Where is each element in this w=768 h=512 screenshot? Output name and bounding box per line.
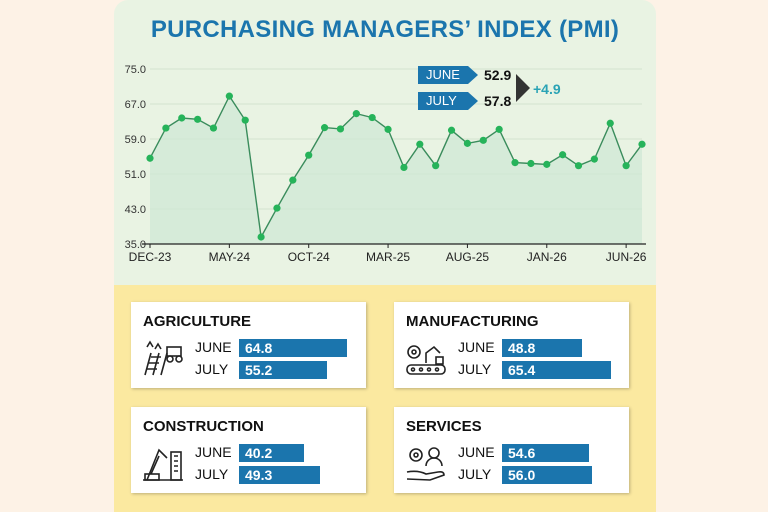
x-tick-label: JUN-26 (606, 250, 647, 264)
y-tick-label: 35.0 (125, 239, 146, 251)
manufacturing-icon (406, 345, 446, 375)
data-point (257, 233, 265, 241)
agriculture-icon (144, 340, 183, 376)
legend-july-arrow (468, 92, 478, 110)
y-tick-label: 43.0 (125, 204, 146, 216)
data-point (241, 116, 249, 124)
data-point (479, 136, 487, 144)
data-point (146, 154, 154, 162)
data-point (622, 162, 630, 170)
june-label: JUNE (195, 339, 232, 355)
data-point (225, 92, 233, 100)
june-label: JUNE (458, 444, 495, 460)
july-label: JULY (458, 361, 492, 377)
data-point (289, 176, 297, 184)
data-point (574, 162, 583, 170)
sector-title: SERVICES (406, 418, 482, 435)
data-point (590, 155, 598, 163)
july-label: JULY (195, 361, 229, 377)
data-point (384, 125, 392, 133)
data-point (305, 151, 313, 159)
july-bar: 56.0 (502, 466, 592, 484)
y-tick-label: 59.0 (125, 134, 146, 146)
data-point (194, 115, 202, 123)
change-value: +4.9 (533, 81, 561, 97)
july-bar: 49.3 (239, 466, 320, 484)
x-tick-label: MAR-25 (366, 250, 410, 264)
data-point (162, 124, 170, 132)
sector-panel-agriculture: AGRICULTURE JUNE 64.8 JULY 55.2 (131, 302, 366, 388)
data-point (638, 140, 646, 148)
y-tick-label: 75.0 (125, 64, 146, 76)
data-point (320, 124, 329, 132)
construction-icon (143, 448, 183, 481)
july-label: JULY (195, 466, 229, 482)
x-tick-label: AUG-25 (446, 250, 490, 264)
data-point (209, 124, 218, 132)
data-point (352, 110, 360, 118)
data-point (527, 159, 535, 168)
data-point (447, 126, 456, 134)
legend-june-tag: JUNE (418, 66, 468, 84)
june-bar: 54.6 (502, 444, 589, 462)
data-point (400, 163, 408, 172)
data-point (368, 113, 376, 122)
data-point (336, 125, 345, 133)
data-point (178, 114, 186, 122)
data-point (495, 125, 503, 133)
sector-panel-services: SERVICES JUNE 54.6 JULY 56.0 (394, 407, 629, 493)
data-point (432, 162, 440, 170)
data-point (511, 159, 519, 167)
data-point (416, 140, 424, 148)
data-point (543, 160, 551, 168)
july-bar: 65.4 (502, 361, 611, 379)
pmi-line-chart: 75.0 67.0 59.0 51.0 43.0 35.0 DEC-23 MAY-24 OCT… (125, 64, 647, 264)
sector-panel-construction: CONSTRUCTION JUNE 40.2 JULY 49.3 (131, 407, 366, 493)
sector-title: CONSTRUCTION (143, 418, 264, 435)
x-tick-label: OCT-24 (288, 250, 330, 264)
sector-title: MANUFACTURING (406, 313, 539, 330)
june-bar: 48.8 (502, 339, 582, 357)
july-bar: 55.2 (239, 361, 327, 379)
june-label: JUNE (458, 339, 495, 355)
july-label: JULY (458, 466, 492, 482)
chart-title: PURCHASING MANAGERS’ INDEX (PMI) (150, 16, 620, 43)
data-point (559, 151, 567, 159)
services-icon (406, 447, 445, 481)
change-arrow-icon (516, 74, 530, 102)
legend-july-tag: JULY (418, 92, 468, 110)
data-point (606, 119, 614, 127)
y-tick-label: 51.0 (125, 169, 146, 181)
x-tick-label: JAN-26 (527, 250, 567, 264)
legend-june-value: 52.9 (484, 67, 512, 83)
x-tick-label: DEC-23 (129, 250, 172, 264)
legend-june-arrow (468, 66, 478, 84)
data-point (463, 139, 472, 147)
y-tick-label: 67.0 (125, 99, 146, 111)
june-bar: 64.8 (239, 339, 347, 357)
legend-july-value: 57.8 (484, 93, 512, 109)
sector-panel-manufacturing: MANUFACTURING JUNE 48.8 JULY 65.4 (394, 302, 629, 388)
data-point (273, 204, 281, 212)
sector-title: AGRICULTURE (143, 313, 252, 330)
june-bar: 40.2 (239, 444, 304, 462)
june-label: JUNE (195, 444, 232, 460)
x-tick-label: MAY-24 (209, 250, 251, 264)
area-fill (150, 96, 642, 244)
